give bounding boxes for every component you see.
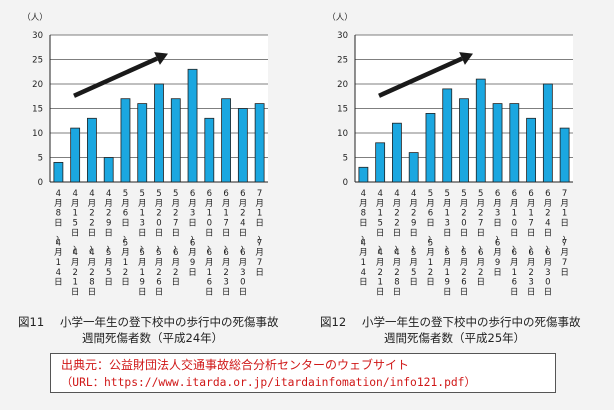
source-box: 出典元：公益財団法人交通事故総合分析センターのウェブサイト （URL：https…: [50, 353, 556, 393]
y-tick-label: 5: [38, 154, 43, 164]
bar: [254, 103, 265, 183]
x-tick-label: 5 月 6 日〜5 月 1 2 日: [423, 189, 435, 288]
y-tick-label: 5: [343, 154, 348, 164]
figure-number: 図12: [320, 315, 347, 329]
bar: [526, 117, 536, 183]
source-label: 出典元：公益財団法人交通事故総合分析センターのウェブサイト: [61, 358, 410, 372]
bar: [170, 98, 181, 183]
y-tick-label: 30: [337, 31, 348, 41]
x-tick-label: 5 月 2 7 日〜6 月 2 日: [474, 189, 486, 288]
y-tick-label: 25: [32, 56, 43, 66]
bar: [392, 122, 402, 183]
chart-right: 0 5 10 15 20 25 30 （人） 4 月 8 日〜4 月 1 4 日 4 月 1 5 日〜4 月 2 1 日 4 月 2 2…: [327, 12, 573, 298]
figure-title-line2: 週間死傷者数（平成24年）: [82, 331, 224, 345]
figure-caption-left: 図11 小学一年生の登下校中の歩行中の死傷事故 週間死傷者数（平成24年）: [18, 314, 279, 346]
x-tick-label: 5 月 2 7 日〜6 月 2 日: [169, 189, 181, 288]
bar: [492, 103, 503, 183]
x-tick-label: 4 月 1 5 日〜4 月 2 1 日: [68, 189, 80, 298]
bar: [204, 117, 215, 183]
bar: [425, 113, 436, 183]
bar: [442, 88, 453, 183]
y-unit-label: （人）: [327, 12, 353, 23]
bar: [542, 83, 553, 183]
x-tick-label: 6 月 3 日〜6 月 9 日: [490, 189, 502, 278]
x-tick-label: 5 月 1 3 日〜5 月 1 9 日: [440, 189, 452, 298]
bar: [137, 103, 148, 183]
x-tick-label: 4 月 2 2 日〜4 月 2 8 日: [390, 189, 402, 298]
x-tick-label: 6 月 1 7 日〜6 月 2 3 日: [524, 189, 536, 298]
x-tick-label: 6 月 3 日〜6 月 9 日: [185, 189, 197, 278]
bar: [509, 103, 520, 183]
bar: [459, 98, 469, 183]
bar: [187, 68, 198, 183]
figure-title-line1: 小学一年生の登下校中の歩行中の死傷事故: [60, 315, 279, 329]
trend-arrow-head: [154, 52, 168, 65]
bar: [53, 161, 64, 183]
bar: [408, 152, 419, 183]
x-tick-label: 6 月 1 7 日〜6 月 2 3 日: [219, 189, 231, 298]
y-tick-label: 0: [38, 178, 43, 188]
y-tick-label: 10: [32, 129, 43, 139]
x-tick-label: 4 月 8 日〜4 月 1 4 日: [51, 189, 63, 288]
x-tick-label: 6 月 1 0 日〜6 月 1 6 日: [507, 189, 519, 298]
x-tick-label: 4 月 1 5 日〜4 月 2 1 日: [373, 189, 385, 298]
bar: [120, 98, 131, 183]
x-tick-label: 7 月 1 日〜7 月 7 日: [557, 189, 569, 278]
figure-number: 図11: [18, 315, 45, 329]
x-tick-label: 4 月 8 日〜4 月 1 4 日: [356, 189, 368, 288]
x-tick-label: 5 月 2 0 日〜5 月 2 6 日: [457, 189, 469, 298]
source-url: （URL：https://www.itarda.or.jp/itardainfo…: [61, 376, 476, 389]
bar: [87, 117, 97, 183]
x-tick-label: 5 月 6 日〜5 月 1 2 日: [118, 189, 130, 288]
chart-left: 0 5 10 15 20 25 30 （人） 4 月 8 日〜4 月 1 4 日 4 月 1 5 日〜4 月 2 1 日 4 月 2 2…: [22, 12, 268, 298]
figure-title-line1: 小学一年生の登下校中の歩行中の死傷事故: [362, 315, 581, 329]
y-tick-label: 0: [343, 178, 348, 188]
bar: [70, 127, 81, 183]
x-tick-label: 7 月 1 日〜7 月 7 日: [252, 189, 264, 278]
figure-caption-right: 図12 小学一年生の登下校中の歩行中の死傷事故 週間死傷者数（平成25年）: [320, 314, 581, 346]
y-tick-label: 20: [337, 80, 348, 90]
y-tick-label: 20: [32, 80, 43, 90]
bar: [103, 157, 114, 183]
y-tick-label: 15: [32, 105, 43, 115]
trend-arrow-shaft: [378, 56, 463, 98]
x-tick-label: 6 月 2 4 日〜6 月 3 0 日: [541, 189, 553, 298]
x-tick-label: 5 月 2 0 日〜5 月 2 6 日: [152, 189, 164, 298]
x-tick-label: 4 月 2 9 日〜5 月 5 日: [101, 189, 113, 288]
bar: [375, 142, 386, 183]
bar: [358, 166, 369, 183]
x-tick-label: 6 月 2 4 日〜6 月 3 0 日: [236, 189, 248, 298]
y-unit-label: （人）: [22, 12, 48, 23]
trend-arrow-head: [459, 52, 473, 65]
y-tick-label: 15: [337, 105, 348, 115]
bar: [475, 78, 486, 183]
y-tick-label: 25: [337, 56, 348, 66]
figure-title-line2: 週間死傷者数（平成25年）: [384, 331, 526, 345]
x-tick-label: 4 月 2 2 日〜4 月 2 8 日: [85, 189, 97, 298]
x-tick-label: 5 月 1 3 日〜5 月 1 9 日: [135, 189, 147, 298]
x-tick-label: 6 月 1 0 日〜6 月 1 6 日: [202, 189, 214, 298]
bar: [559, 127, 570, 183]
bar: [237, 108, 248, 183]
x-tick-label: 4 月 2 9 日〜5 月 5 日: [406, 189, 418, 288]
y-tick-label: 10: [337, 129, 348, 139]
bar: [154, 83, 164, 183]
trend-arrow-shaft: [73, 56, 158, 98]
bar: [221, 98, 231, 183]
y-tick-label: 30: [32, 31, 43, 41]
